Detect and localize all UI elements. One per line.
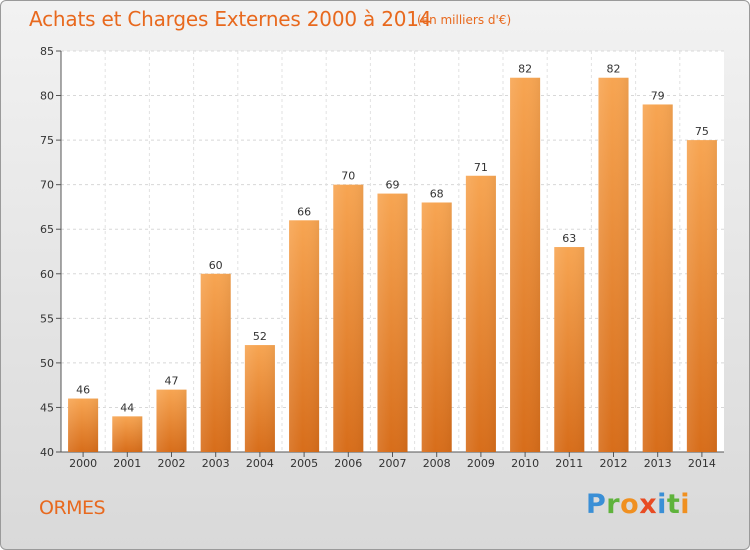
x-tick-label: 2009 xyxy=(467,457,495,470)
bar-value-label: 52 xyxy=(253,330,267,343)
x-tick-label: 2006 xyxy=(334,457,362,470)
y-tick-label: 80 xyxy=(40,90,54,103)
x-tick-label: 2005 xyxy=(290,457,318,470)
logo-letter: P xyxy=(586,489,607,520)
x-tick-label: 2002 xyxy=(158,457,186,470)
x-tick-label: 2014 xyxy=(688,457,716,470)
town-name: ORMES xyxy=(39,497,106,519)
logo-letter: i xyxy=(657,489,667,520)
bars xyxy=(68,77,717,453)
bar-shine xyxy=(421,202,452,452)
bar-value-label: 70 xyxy=(341,170,355,183)
bar-value-label: 44 xyxy=(120,401,134,414)
bar-value-label: 63 xyxy=(562,232,576,245)
x-tick-label: 2008 xyxy=(423,457,451,470)
chart-title: Achats et Charges Externes 2000 à 2014 xyxy=(29,7,432,31)
bar-value-label: 47 xyxy=(165,375,179,388)
bar-value-label: 71 xyxy=(474,161,488,174)
proxiti-logo[interactable]: Proxiti xyxy=(586,489,690,520)
bar-value-label: 82 xyxy=(607,63,621,76)
y-tick-label: 75 xyxy=(40,134,54,147)
bar-value-label: 68 xyxy=(430,187,444,200)
bar-shine xyxy=(333,184,364,452)
x-tick-label: 2011 xyxy=(555,457,583,470)
logo-letter: t xyxy=(666,489,681,520)
y-tick-label: 50 xyxy=(40,357,54,370)
bar-shine xyxy=(244,345,275,452)
y-tick-label: 60 xyxy=(40,268,54,281)
x-tick-label: 2012 xyxy=(600,457,628,470)
logo-letter: r xyxy=(606,489,621,520)
bar-value-label: 69 xyxy=(386,179,400,192)
x-tick-label: 2013 xyxy=(644,457,672,470)
y-tick-label: 45 xyxy=(40,401,54,414)
y-tick-label: 55 xyxy=(40,312,54,325)
bar-shine xyxy=(289,220,320,452)
bar-shine xyxy=(465,175,496,452)
logo-letter: x xyxy=(639,489,658,520)
bar-shine xyxy=(598,77,629,452)
bar-shine xyxy=(510,77,541,452)
bar-shine xyxy=(377,193,408,453)
y-tick-label: 85 xyxy=(40,45,54,58)
bar-value-label: 79 xyxy=(651,89,665,102)
x-tick-label: 2003 xyxy=(202,457,230,470)
chart-subtitle: (en milliers d'€) xyxy=(417,13,512,27)
y-tick-label: 65 xyxy=(40,223,54,236)
bar-shine xyxy=(112,416,143,452)
bar-shine xyxy=(200,273,231,452)
bar-value-label: 75 xyxy=(695,125,709,138)
x-tick-label: 2000 xyxy=(69,457,97,470)
bar-value-label: 82 xyxy=(518,63,532,76)
bar-shine xyxy=(68,398,99,452)
bar-shine xyxy=(554,247,585,452)
labels: 2000 46 2001 44 2002 47 2003 60 2004 52 2005 66 2006… xyxy=(69,63,716,470)
bar-value-label: 66 xyxy=(297,205,311,218)
bar-shine xyxy=(642,104,673,452)
bar-value-label: 46 xyxy=(76,384,90,397)
bar-value-label: 60 xyxy=(209,259,223,272)
logo-letter: o xyxy=(620,489,640,520)
bar-shine xyxy=(156,389,187,452)
x-tick-label: 2010 xyxy=(511,457,539,470)
x-tick-label: 2007 xyxy=(379,457,407,470)
x-tick-label: 2004 xyxy=(246,457,274,470)
bar-shine xyxy=(686,140,717,452)
y-tick-label: 40 xyxy=(40,446,54,459)
x-tick-label: 2001 xyxy=(113,457,141,470)
logo-letter: i xyxy=(680,489,691,520)
y-tick-label: 70 xyxy=(40,179,54,192)
